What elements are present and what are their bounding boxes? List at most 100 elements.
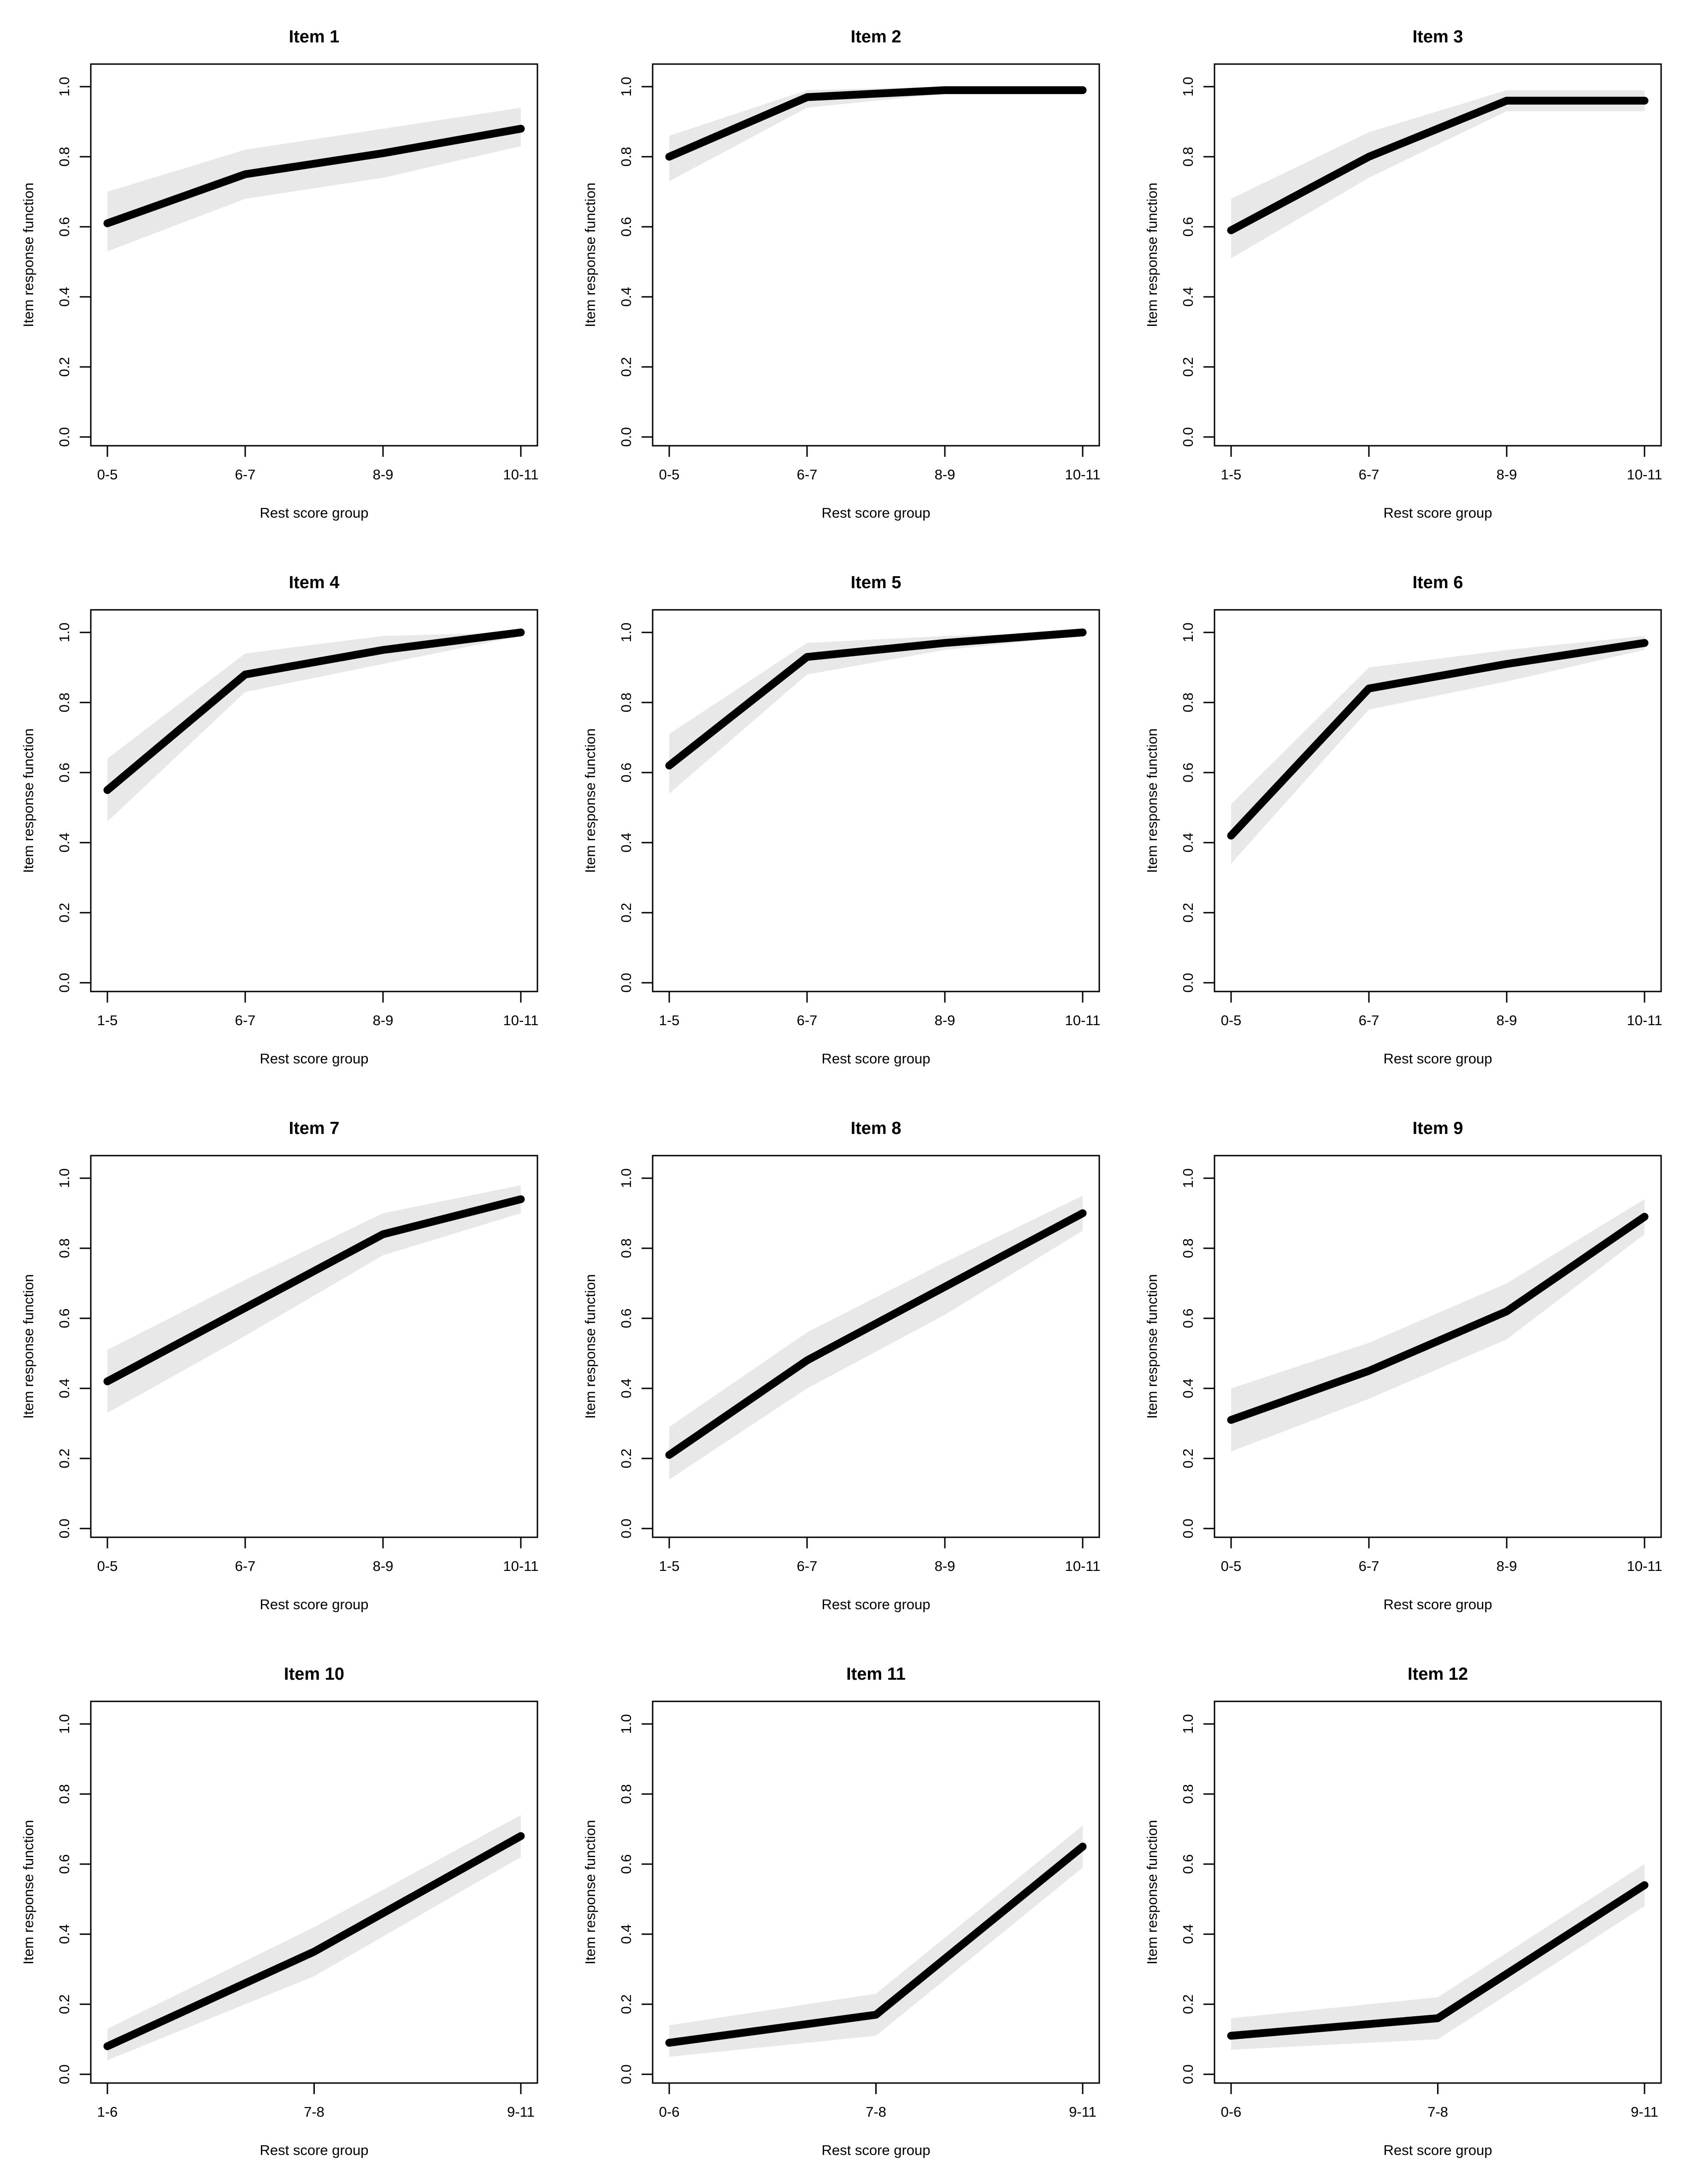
x-tick-label: 6-7 xyxy=(797,1012,818,1028)
chart-title: Item 8 xyxy=(851,1119,902,1138)
plot-frame xyxy=(1214,63,1662,447)
chart-panel-4: 0.0 0.2 0.4 0.6 0.8 1.0 1-5 6-7 8-9 10-11 Item 4 Re… xyxy=(0,546,562,1092)
y-axis-title: Item response function xyxy=(1144,183,1160,327)
y-tick-label: 0.4 xyxy=(56,1924,72,1944)
chart-title: Item 9 xyxy=(1413,1119,1463,1138)
x-tick-label: 10-11 xyxy=(503,1558,539,1574)
x-tick-label: 8-9 xyxy=(1497,1012,1517,1028)
x-tick-label: 8-9 xyxy=(373,1558,394,1574)
x-tick-label: 6-7 xyxy=(235,1012,256,1028)
response-line xyxy=(103,628,525,794)
y-tick-label: 0.0 xyxy=(1180,427,1196,447)
plot-frame xyxy=(90,63,538,447)
plot-frame xyxy=(1214,1155,1662,1538)
chart-svg: 0.0 0.2 0.4 0.6 0.8 1.0 1-5 6-7 8-9 10-11 Item 8 Re… xyxy=(582,1119,1101,1612)
data-point xyxy=(107,790,108,791)
x-tick-label: 10-11 xyxy=(1065,1012,1101,1028)
x-tick-label: 10-11 xyxy=(1627,1558,1662,1574)
y-tick-label: 0.0 xyxy=(56,1518,72,1538)
y-tick-label: 0.8 xyxy=(56,1238,72,1258)
chart-title: Item 10 xyxy=(284,1665,344,1684)
y-tick-label: 0.2 xyxy=(56,357,72,377)
chart-panel-9: 0.0 0.2 0.4 0.6 0.8 1.0 0-5 6-7 8-9 10-11 Item 9 Re… xyxy=(1124,1092,1686,1637)
x-tick-label: 6-7 xyxy=(235,466,256,483)
x-tick-label: 8-9 xyxy=(1497,466,1517,483)
y-tick-label: 0.8 xyxy=(56,147,72,166)
y-tick-label: 1.0 xyxy=(1180,77,1196,96)
x-tick-label: 6-7 xyxy=(1359,1558,1379,1574)
response-line xyxy=(1227,1213,1649,1424)
x-tick-label: 1-5 xyxy=(659,1558,680,1574)
y-tick-label: 0.2 xyxy=(1180,1994,1196,2014)
y-tick-label: 0.8 xyxy=(1180,1784,1196,1804)
x-tick-label: 0-6 xyxy=(1221,2104,1242,2120)
y-tick-label: 0.2 xyxy=(1180,357,1196,377)
y-tick-label: 0.4 xyxy=(56,287,72,307)
y-tick-label: 0.2 xyxy=(1180,903,1196,922)
x-tick-label: 8-9 xyxy=(373,466,394,483)
confidence-band xyxy=(107,107,521,252)
x-axis-title: Rest score group xyxy=(1383,505,1492,521)
chart-panel-11: 0.0 0.2 0.4 0.6 0.8 1.0 0-6 7-8 9-11 Item 11 Rest … xyxy=(562,1637,1124,2183)
x-tick-label: 8-9 xyxy=(373,1012,394,1028)
y-tick-label: 0.2 xyxy=(56,903,72,922)
y-tick-label: 0.6 xyxy=(618,1308,634,1328)
y-tick-label: 0.0 xyxy=(1180,1518,1196,1538)
chart-svg: 0.0 0.2 0.4 0.6 0.8 1.0 0-5 6-7 8-9 10-11 Item 6 Re… xyxy=(1144,573,1662,1067)
y-tick-label: 0.0 xyxy=(618,2064,634,2084)
x-tick-label: 0-5 xyxy=(97,466,118,483)
x-tick-label: 10-11 xyxy=(1065,1558,1101,1574)
x-tick-label: 6-7 xyxy=(235,1558,256,1574)
chart-panel-3: 0.0 0.2 0.4 0.6 0.8 1.0 1-5 6-7 8-9 10-11 Item 3 Re… xyxy=(1124,0,1686,546)
chart-svg: 0.0 0.2 0.4 0.6 0.8 1.0 0-6 7-8 9-11 Item 12 Rest … xyxy=(1144,1665,1662,2158)
y-tick-label: 0.8 xyxy=(618,147,634,166)
x-tick-label: 9-11 xyxy=(1069,2104,1096,2120)
y-tick-label: 0.4 xyxy=(1180,832,1196,852)
x-axis-title: Rest score group xyxy=(259,1596,368,1612)
y-tick-label: 1.0 xyxy=(618,1168,634,1188)
y-tick-label: 1.0 xyxy=(1180,1168,1196,1188)
response-line xyxy=(665,628,1087,770)
chart-panel-7: 0.0 0.2 0.4 0.6 0.8 1.0 0-5 6-7 8-9 10-11 Item 7 Re… xyxy=(0,1092,562,1637)
x-tick-label: 1-5 xyxy=(97,1012,118,1028)
x-tick-label: 0-5 xyxy=(659,466,680,483)
y-tick-label: 1.0 xyxy=(1180,1714,1196,1734)
chart-title: Item 7 xyxy=(289,1119,340,1138)
chart-svg: 0.0 0.2 0.4 0.6 0.8 1.0 1-5 6-7 8-9 10-11 Item 4 Re… xyxy=(20,573,539,1067)
y-tick-label: 1.0 xyxy=(56,622,72,642)
chart-svg: 0.0 0.2 0.4 0.6 0.8 1.0 0-5 6-7 8-9 10-11 Item 7 Re… xyxy=(20,1119,539,1612)
y-tick-label: 0.6 xyxy=(618,217,634,236)
x-tick-label: 0-6 xyxy=(659,2104,680,2120)
y-tick-label: 0.0 xyxy=(1180,2064,1196,2084)
x-tick-label: 8-9 xyxy=(935,466,955,483)
x-tick-label: 8-9 xyxy=(935,1012,955,1028)
y-tick-label: 0.2 xyxy=(618,903,634,922)
y-tick-label: 1.0 xyxy=(1180,622,1196,642)
data-point xyxy=(807,1360,808,1361)
response-line xyxy=(1227,96,1649,235)
response-line xyxy=(103,124,525,227)
x-tick-label: 10-11 xyxy=(1627,1012,1662,1028)
x-axis-title: Rest score group xyxy=(821,2142,930,2158)
y-axis-title: Item response function xyxy=(1144,728,1160,873)
y-tick-label: 0.2 xyxy=(1180,1448,1196,1468)
y-tick-label: 1.0 xyxy=(56,1168,72,1188)
y-axis-title: Item response function xyxy=(1144,1274,1160,1419)
x-axis-title: Rest score group xyxy=(821,1051,930,1067)
y-tick-label: 0.4 xyxy=(56,1378,72,1398)
y-tick-label: 0.0 xyxy=(618,427,634,447)
y-tick-label: 0.8 xyxy=(618,692,634,712)
y-axis-title: Item response function xyxy=(1144,1820,1160,1965)
x-axis-title: Rest score group xyxy=(259,1051,368,1067)
chart-svg: 0.0 0.2 0.4 0.6 0.8 1.0 1-6 7-8 9-11 Item 10 Rest … xyxy=(20,1665,538,2158)
y-tick-label: 0.6 xyxy=(56,762,72,782)
y-tick-label: 0.4 xyxy=(618,287,634,307)
plot-frame xyxy=(652,63,1100,447)
y-axis-title: Item response function xyxy=(20,728,36,873)
chart-svg: 0.0 0.2 0.4 0.6 0.8 1.0 0-5 6-7 8-9 10-11 Item 9 Re… xyxy=(1144,1119,1662,1612)
confidence-band xyxy=(1231,90,1645,259)
data-point xyxy=(245,674,246,675)
y-tick-label: 0.0 xyxy=(1180,973,1196,992)
x-tick-label: 10-11 xyxy=(503,1012,539,1028)
y-axis-title: Item response function xyxy=(582,728,598,873)
